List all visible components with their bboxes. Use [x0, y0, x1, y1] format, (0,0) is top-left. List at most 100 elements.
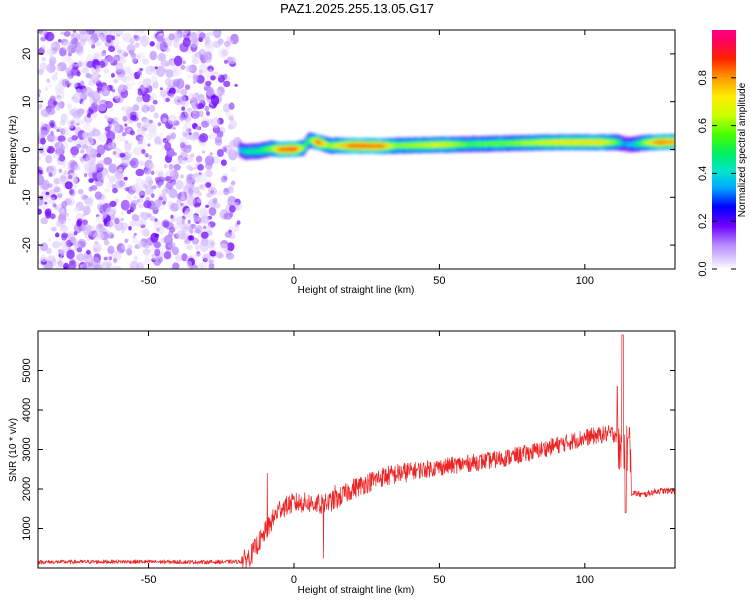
noise-blob [40, 137, 46, 145]
ridge-cell [277, 148, 279, 151]
noise-blob [225, 252, 235, 260]
ridge-cell [656, 141, 658, 144]
noise-blob [87, 153, 91, 157]
ridge-cell [671, 140, 673, 143]
ridge-cell [451, 143, 454, 147]
ridge-cell [456, 143, 459, 146]
noise-blob [98, 232, 105, 241]
noise-blob [59, 120, 66, 126]
noise-blob [103, 67, 109, 74]
ridge-cell [663, 141, 665, 144]
noise-blob [40, 217, 48, 225]
noise-blob [61, 113, 69, 121]
noise-blob [63, 219, 67, 225]
noise-blob [220, 159, 227, 166]
noise-blob [121, 245, 126, 250]
noise-blob [172, 262, 180, 269]
noise-blob [187, 92, 195, 101]
noise-blob [45, 154, 53, 164]
noise-blob [108, 176, 117, 183]
noise-blob [65, 67, 72, 75]
noise-blob [63, 31, 71, 37]
noise-blob [82, 144, 88, 150]
ridge-cell [251, 150, 254, 153]
noise-blob [95, 223, 105, 233]
ridge-cell [505, 142, 507, 145]
ridge-cell [450, 143, 453, 146]
ridge-cell [467, 143, 470, 146]
noise-blob [150, 75, 158, 84]
noise-blob [46, 107, 56, 115]
ridge-cell [343, 144, 346, 147]
snr-y-axis-label: SNR (10 * v/v) [8, 418, 19, 482]
noise-blob [67, 45, 75, 53]
ridge-cell [673, 141, 675, 144]
noise-blob [88, 38, 95, 46]
ridge-cell [597, 140, 599, 144]
noise-blob [132, 237, 138, 244]
noise-blob [65, 212, 69, 217]
ridge-cell [647, 141, 650, 145]
noise-blob [82, 205, 91, 216]
ridge-cell [592, 141, 594, 144]
ridge-cell [392, 144, 394, 147]
noise-blob [135, 187, 144, 197]
noise-blob [106, 181, 114, 188]
noise-blob [205, 169, 213, 178]
noise-blob [111, 183, 117, 189]
noise-blob [40, 36, 47, 42]
noise-blob [162, 220, 169, 228]
ridge-cell [523, 141, 526, 145]
noise-blob [102, 171, 107, 177]
noise-blob [207, 89, 214, 96]
ridge-cell [265, 148, 267, 151]
noise-blob [101, 46, 105, 51]
ridge-cell [611, 140, 613, 144]
ridge-cell [616, 141, 618, 144]
noise-blob [194, 228, 202, 234]
noise-blob [82, 131, 88, 138]
noise-blob [163, 46, 171, 53]
ridge-cell [290, 147, 293, 151]
noise-blob [158, 196, 163, 201]
ridge-cell [654, 141, 656, 144]
ridge-cell [419, 144, 422, 147]
y-tick-label: 20 [21, 48, 33, 60]
ridge-cell [455, 143, 458, 146]
noise-blob [143, 60, 147, 63]
noise-blob [88, 137, 92, 143]
noise-blob [164, 77, 172, 87]
noise-blob [113, 78, 119, 84]
noise-blob [140, 227, 149, 236]
noise-blob [45, 191, 50, 196]
ridge-cell [310, 139, 312, 142]
ridge-cell [534, 141, 537, 144]
noise-blob [95, 215, 104, 223]
noise-blob [175, 254, 182, 262]
noise-blob [141, 182, 147, 189]
colorbar-tick-label: 0.8 [697, 70, 709, 85]
noise-blob [47, 125, 52, 131]
noise-blob [163, 164, 168, 169]
ridge-cell [435, 143, 437, 147]
ridge-cell [264, 148, 266, 152]
noise-blob [136, 240, 144, 249]
ridge-cell [449, 143, 451, 146]
noise-blob [129, 220, 136, 227]
noise-blob [66, 75, 72, 82]
ridge-cell [381, 145, 383, 148]
noise-blob [65, 167, 70, 171]
ridge-cell [275, 147, 277, 151]
noise-blob [59, 225, 69, 233]
noise-blob [195, 126, 201, 131]
ridge-cell [494, 142, 496, 146]
noise-blob [57, 87, 63, 92]
ridge-cell [266, 148, 268, 151]
noise-blob [219, 243, 229, 251]
ridge-cell [658, 140, 660, 144]
ridge-cell [395, 144, 398, 147]
ridge-cell [547, 141, 549, 144]
noise-blob [80, 120, 85, 124]
noise-blob [200, 231, 209, 239]
ridge-cell [660, 141, 662, 144]
